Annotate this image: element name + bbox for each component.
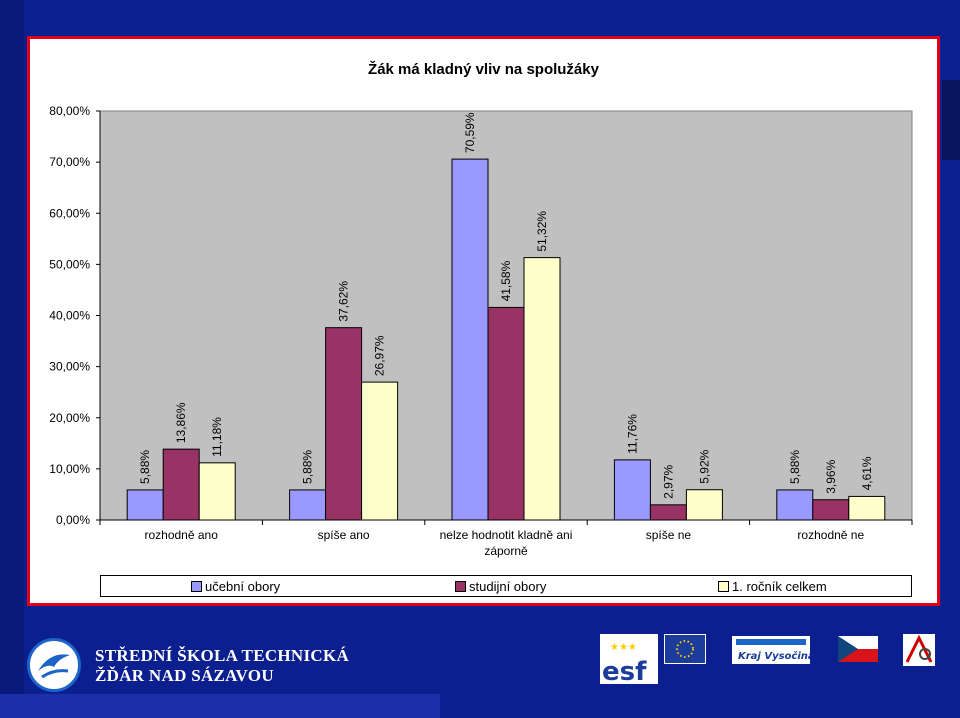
data-label: 70,59% [463, 112, 477, 153]
y-tick-label: 70,00% [49, 155, 90, 169]
legend-label-ucebni: učební obory [205, 579, 281, 594]
kraj-text: Kraj Vysočina [738, 650, 810, 662]
y-tick-label: 40,00% [49, 309, 90, 323]
data-label: 5,88% [138, 450, 152, 484]
legend-item-ucebni: učební obory [191, 579, 280, 594]
x-tick-label: rozhodně ne [797, 528, 864, 542]
bar [198, 462, 236, 521]
bg-strip-bottom [0, 694, 440, 718]
esf-logo: ★★★ esf [600, 634, 658, 687]
chart-frame: Žák má kladný vliv na spolužáky 0,00% 10,… [27, 36, 940, 606]
kraj-vysocina-graphic: Kraj Vysočina [736, 639, 815, 662]
y-tick-label: 20,00% [49, 411, 90, 425]
chart-svg: 0,00% 10,00% 20,00% 30,00% 40,00% 50,00% 60,00… [49, 104, 913, 558]
bar [487, 306, 525, 521]
data-label: 11,18% [210, 417, 224, 457]
legend-swatch-ucebni [191, 581, 202, 592]
school-logo-icon [27, 638, 81, 692]
bar [523, 257, 561, 521]
data-label: 3,96% [824, 459, 838, 493]
x-tick-label: spíše ne [646, 528, 692, 542]
data-label: 5,88% [788, 450, 802, 484]
y-tick-label: 0,00% [56, 513, 90, 527]
eu-flag-stars [676, 640, 694, 658]
legend-item-rocnik: 1. ročník celkem [718, 579, 827, 594]
svg-text:★★★: ★★★ [610, 642, 637, 653]
y-tick-label: 60,00% [49, 206, 90, 220]
bar [685, 489, 723, 521]
esf-logo-graphic: ★★★ esf [600, 634, 658, 687]
legend-label-studijni: studijní obory [469, 579, 547, 594]
bar [613, 459, 651, 521]
kraj-vysocina-logo: Kraj Vysočina [732, 636, 815, 664]
data-label: 2,97% [661, 464, 675, 498]
school-emblem-icon [903, 634, 935, 666]
bar [325, 327, 363, 521]
data-label: 37,62% [337, 281, 351, 322]
bar [649, 504, 687, 521]
y-tick-label: 80,00% [49, 104, 90, 118]
bar [812, 499, 850, 521]
czech-flag-graphic [838, 636, 878, 662]
legend-item-studijni: studijní obory [455, 579, 546, 594]
y-tick-label: 10,00% [49, 462, 90, 476]
bg-strip-left [0, 0, 24, 718]
chart-legend: učební obory studijní obory 1. ročník ce… [100, 575, 912, 597]
x-tick-label: spíše ano [318, 528, 370, 542]
data-label: 41,58% [499, 260, 513, 301]
y-tick-label: 30,00% [49, 360, 90, 374]
data-label: 51,32% [535, 211, 549, 252]
data-label: 4,61% [860, 456, 874, 490]
data-label: 5,92% [697, 449, 711, 483]
czech-flag-icon [838, 636, 878, 662]
data-label: 13,86% [174, 402, 188, 443]
data-label: 5,88% [301, 450, 315, 484]
legend-label-rocnik: 1. ročník celkem [732, 579, 827, 594]
bg-strip-right [942, 80, 960, 160]
bar [162, 448, 200, 521]
school-name: STŘEDNÍ ŠKOLA TECHNICKÁ ŽĎÁR NAD SÁZAVOU [95, 646, 349, 686]
bar [451, 158, 489, 521]
school-logo-graphic [38, 654, 70, 679]
x-tick-label: rozhodně ano [144, 528, 218, 542]
bar [361, 381, 399, 521]
bar [848, 495, 886, 521]
school-name-line1: STŘEDNÍ ŠKOLA TECHNICKÁ [95, 646, 350, 665]
esf-text: esf [602, 657, 647, 684]
data-label: 11,76% [625, 414, 639, 454]
school-name-line2: ŽĎÁR NAD SÁZAVOU [95, 666, 274, 685]
eu-flag-icon [664, 634, 706, 664]
legend-swatch-studijni [455, 581, 466, 592]
chart-title: Žák má kladný vliv na spolužáky [368, 61, 599, 78]
y-tick-label: 50,00% [49, 257, 90, 271]
bar [289, 489, 327, 521]
x-tick-label: záporně [484, 544, 528, 558]
school-emblem-graphic [905, 634, 933, 663]
legend-swatch-rocnik [718, 581, 729, 592]
bar [126, 489, 164, 521]
data-label: 26,97% [373, 335, 387, 376]
bar [776, 489, 814, 521]
x-tick-label: nelze hodnotit kladně ani [440, 528, 573, 542]
